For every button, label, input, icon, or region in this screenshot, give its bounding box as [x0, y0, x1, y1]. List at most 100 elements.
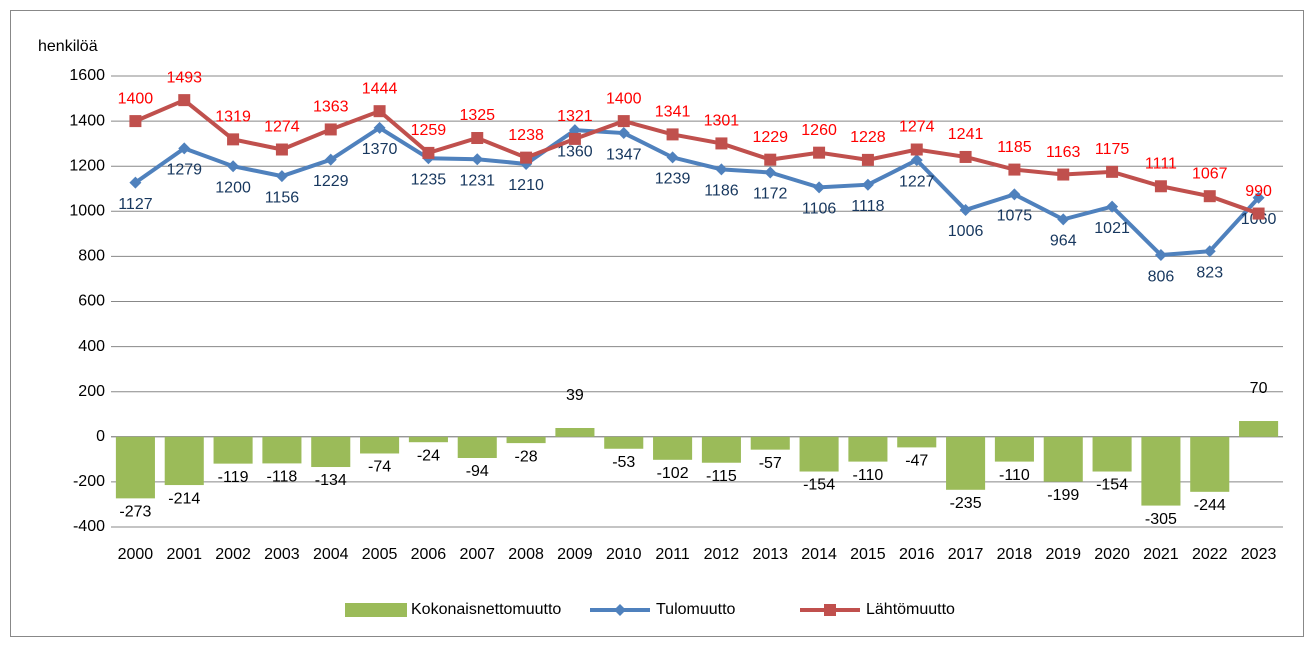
bar [750, 436, 790, 450]
data-label: -244 [1194, 497, 1226, 514]
x-tick-label: 2005 [362, 546, 398, 563]
data-label: 1185 [997, 139, 1032, 156]
data-label: 1260 [801, 122, 837, 139]
data-label: -118 [266, 469, 297, 486]
marker [1203, 190, 1216, 203]
data-label: 1279 [166, 162, 202, 179]
marker [764, 153, 777, 166]
y-tick-label: 200 [78, 383, 105, 400]
data-label: -305 [1145, 511, 1177, 528]
marker [1154, 180, 1167, 193]
data-label: 1210 [508, 177, 544, 194]
x-tick-label: 2017 [948, 546, 984, 563]
marker [1203, 245, 1216, 258]
x-tick-label: 2015 [850, 546, 886, 563]
legend-label: Kokonaisnettomuutto [411, 601, 561, 618]
data-label: 1231 [459, 172, 495, 189]
x-tick-label: 2006 [411, 546, 447, 563]
data-label: -110 [852, 467, 883, 484]
bar [408, 436, 448, 443]
data-label: 1021 [1094, 220, 1130, 237]
marker [861, 178, 874, 191]
marker [813, 146, 826, 159]
data-label: 964 [1050, 233, 1077, 250]
marker [1252, 207, 1265, 220]
bar [555, 428, 595, 437]
data-label: 70 [1250, 380, 1268, 397]
marker [129, 176, 142, 189]
x-tick-label: 2014 [801, 546, 837, 563]
x-tick-label: 2022 [1192, 546, 1228, 563]
x-tick-label: 2021 [1143, 546, 1179, 563]
marker [129, 115, 142, 128]
bar [213, 436, 253, 464]
bar [701, 436, 741, 463]
bar [897, 436, 937, 448]
data-label: 1347 [606, 146, 642, 163]
legend-marker [614, 604, 626, 616]
data-label: -154 [803, 477, 835, 494]
bar [946, 436, 986, 490]
data-label: -74 [368, 459, 391, 476]
marker [715, 137, 728, 150]
y-tick-label: 1200 [69, 157, 105, 174]
data-label: 1006 [948, 223, 984, 240]
chart-frame [10, 10, 1304, 637]
x-tick-label: 2023 [1241, 546, 1277, 563]
line [134, 125, 1261, 258]
data-label: -119 [218, 469, 249, 486]
y-tick-label: 400 [78, 338, 105, 355]
bar [311, 436, 351, 468]
bar [799, 436, 839, 472]
x-tick-label: 2020 [1094, 546, 1130, 563]
y-tick-label: 1400 [69, 112, 105, 129]
data-label: 1229 [752, 129, 788, 146]
legend-marker [824, 604, 836, 616]
data-label: 823 [1196, 264, 1223, 281]
marker [666, 128, 679, 141]
marker [324, 123, 337, 136]
data-label: 1363 [313, 99, 349, 116]
marker [471, 132, 484, 145]
x-tick-label: 2008 [508, 546, 544, 563]
data-label: 1400 [118, 90, 154, 107]
x-tick-label: 2016 [899, 546, 935, 563]
marker [324, 153, 337, 166]
data-label: 1200 [215, 179, 251, 196]
marker [373, 121, 386, 134]
data-label: 1172 [753, 186, 788, 203]
data-label: 1118 [851, 198, 884, 215]
x-tick-label: 2002 [215, 546, 251, 563]
data-label: 1321 [557, 108, 593, 125]
data-label: -154 [1096, 477, 1128, 494]
marker [178, 94, 191, 107]
x-tick-label: 2001 [166, 546, 202, 563]
marker [910, 143, 923, 156]
marker [813, 181, 826, 194]
bar [360, 436, 400, 454]
data-label: 1241 [948, 126, 984, 143]
data-label: 1274 [264, 119, 300, 136]
data-label: 1301 [704, 113, 740, 130]
marker [910, 154, 923, 167]
marker [227, 133, 240, 146]
marker [373, 105, 386, 118]
data-label: -134 [315, 472, 347, 489]
data-label: 1360 [557, 143, 593, 160]
bar [262, 436, 302, 464]
marker [275, 143, 288, 156]
bar [1141, 436, 1181, 506]
bar [506, 436, 546, 444]
marker [861, 153, 874, 166]
data-label: 1325 [459, 107, 495, 124]
x-tick-label: 2003 [264, 546, 300, 563]
marker [617, 127, 630, 140]
data-label: -235 [950, 495, 982, 512]
data-label: 1067 [1192, 165, 1228, 182]
y-tick-label: 0 [96, 428, 105, 445]
y-tick-label: -200 [73, 473, 105, 490]
data-label: 1238 [508, 127, 544, 144]
data-label: -273 [119, 504, 151, 521]
data-label: -115 [706, 468, 737, 485]
y-tick-label: 1000 [69, 203, 105, 220]
